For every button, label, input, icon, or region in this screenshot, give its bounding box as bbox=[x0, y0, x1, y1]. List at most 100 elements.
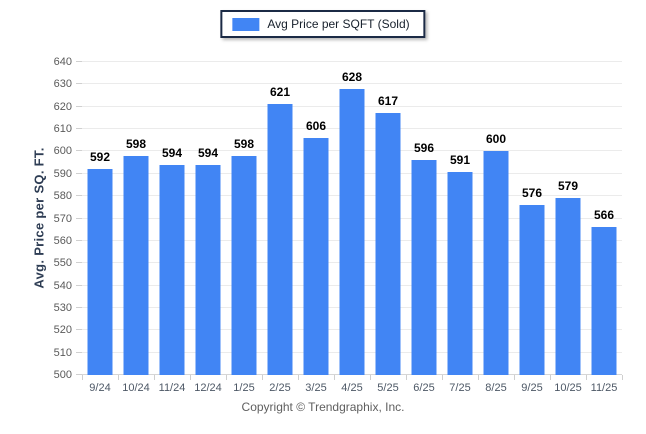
x-tick-mark bbox=[406, 375, 407, 380]
bar bbox=[123, 155, 149, 375]
bar-value-label: 576 bbox=[521, 186, 543, 201]
y-tick-label: 610 bbox=[53, 123, 72, 136]
y-tick-label: 570 bbox=[53, 212, 72, 225]
x-tick-mark bbox=[334, 375, 335, 380]
bar bbox=[159, 164, 185, 375]
bar-value-label: 594 bbox=[161, 145, 183, 160]
x-tick-label: 9/24 bbox=[89, 382, 111, 394]
legend-swatch-icon bbox=[232, 17, 260, 31]
y-tick-label: 500 bbox=[53, 369, 72, 381]
x-tick-label: 7/25 bbox=[449, 382, 471, 394]
legend: Avg Price per SQFT (Sold) bbox=[220, 10, 426, 38]
x-tick-label: 12/24 bbox=[194, 382, 222, 394]
bar bbox=[87, 169, 113, 375]
y-tick-mark bbox=[76, 172, 82, 174]
bar bbox=[519, 205, 545, 375]
y-tick-mark bbox=[76, 150, 82, 152]
x-tick-label: 6/25 bbox=[413, 382, 435, 394]
bar bbox=[555, 198, 581, 375]
x-tick-mark bbox=[478, 375, 479, 380]
y-tick-mark bbox=[76, 329, 82, 331]
bar-value-label: 566 bbox=[593, 208, 615, 223]
y-tick-mark bbox=[76, 351, 82, 353]
x-tick-label: 10/25 bbox=[554, 382, 582, 394]
y-axis-title: Avg. Price per SQ. FT. bbox=[31, 147, 47, 289]
gridline bbox=[82, 61, 622, 62]
bar-value-label: 592 bbox=[89, 150, 111, 165]
x-tick-label: 1/25 bbox=[233, 382, 255, 394]
y-tick-mark bbox=[76, 239, 82, 241]
y-tick-mark bbox=[76, 105, 82, 107]
x-tick-mark bbox=[226, 375, 227, 380]
y-tick-label: 600 bbox=[53, 145, 72, 158]
x-tick-label: 10/24 bbox=[122, 382, 150, 394]
y-tick-label: 560 bbox=[53, 234, 72, 247]
bar-value-label: 598 bbox=[233, 136, 255, 151]
y-tick-label: 630 bbox=[53, 78, 72, 91]
y-tick-mark bbox=[76, 217, 82, 219]
y-tick-mark bbox=[76, 61, 82, 62]
copyright-text: Copyright © Trendgraphix, Inc. bbox=[241, 400, 405, 414]
bar bbox=[411, 160, 437, 375]
legend-label: Avg Price per SQFT (Sold) bbox=[267, 17, 410, 31]
x-tick-mark bbox=[514, 375, 515, 380]
bar bbox=[195, 164, 221, 375]
y-tick-mark bbox=[76, 195, 82, 197]
x-tick-label: 8/25 bbox=[485, 382, 507, 394]
x-tick-mark bbox=[262, 375, 263, 380]
bar bbox=[447, 171, 473, 375]
bar bbox=[303, 138, 329, 375]
y-tick-mark bbox=[76, 374, 82, 375]
x-tick-label: 11/25 bbox=[590, 382, 618, 394]
x-tick-label: 2/25 bbox=[269, 382, 291, 394]
bar-value-label: 594 bbox=[197, 145, 219, 160]
x-tick-mark bbox=[586, 375, 587, 380]
y-tick-mark bbox=[76, 83, 82, 85]
y-tick-mark bbox=[76, 128, 82, 130]
bar-value-label: 598 bbox=[125, 136, 147, 151]
y-tick-mark bbox=[76, 306, 82, 308]
bar-value-label: 628 bbox=[341, 69, 363, 84]
y-tick-label: 530 bbox=[53, 301, 72, 314]
x-tick-mark bbox=[370, 375, 371, 380]
x-tick-mark bbox=[82, 375, 83, 380]
y-tick-mark bbox=[76, 262, 82, 264]
y-tick-label: 580 bbox=[53, 190, 72, 203]
plot-area: 500 510 520 530 540 550 560 570 580 590 600 610 620 6… bbox=[54, 56, 623, 394]
bar-value-label: 617 bbox=[377, 94, 399, 109]
bar-value-label: 591 bbox=[449, 152, 471, 167]
x-tick-mark bbox=[550, 375, 551, 380]
x-tick-label: 3/25 bbox=[305, 382, 327, 394]
y-tick-label: 590 bbox=[53, 167, 72, 180]
bar-value-label: 621 bbox=[269, 85, 291, 100]
gridline bbox=[82, 83, 622, 85]
x-tick-mark bbox=[622, 375, 623, 380]
x-tick-label: 9/25 bbox=[521, 382, 543, 394]
bar-value-label: 606 bbox=[305, 119, 327, 134]
y-tick-label: 540 bbox=[53, 279, 72, 292]
y-tick-label: 520 bbox=[53, 324, 72, 337]
x-tick-mark bbox=[298, 375, 299, 380]
x-tick-label: 11/24 bbox=[158, 382, 186, 394]
x-tick-mark bbox=[442, 375, 443, 380]
x-tick-label: 4/25 bbox=[341, 382, 363, 394]
bar-value-label: 600 bbox=[485, 132, 507, 147]
bar bbox=[375, 113, 401, 375]
x-tick-label: 5/25 bbox=[377, 382, 399, 394]
bar bbox=[231, 155, 257, 375]
x-tick-mark bbox=[154, 375, 155, 380]
bar bbox=[591, 227, 617, 375]
x-tick-mark bbox=[118, 375, 119, 380]
bar bbox=[339, 88, 365, 375]
y-tick-label: 640 bbox=[53, 56, 72, 68]
y-tick-label: 620 bbox=[53, 100, 72, 113]
bar bbox=[267, 104, 293, 375]
y-tick-mark bbox=[76, 284, 82, 286]
y-tick-label: 510 bbox=[53, 346, 72, 359]
x-tick-mark bbox=[190, 375, 191, 380]
bar-value-label: 596 bbox=[413, 141, 435, 156]
bar-value-label: 579 bbox=[557, 179, 579, 194]
y-tick-label: 550 bbox=[53, 257, 72, 270]
bar bbox=[483, 151, 509, 375]
